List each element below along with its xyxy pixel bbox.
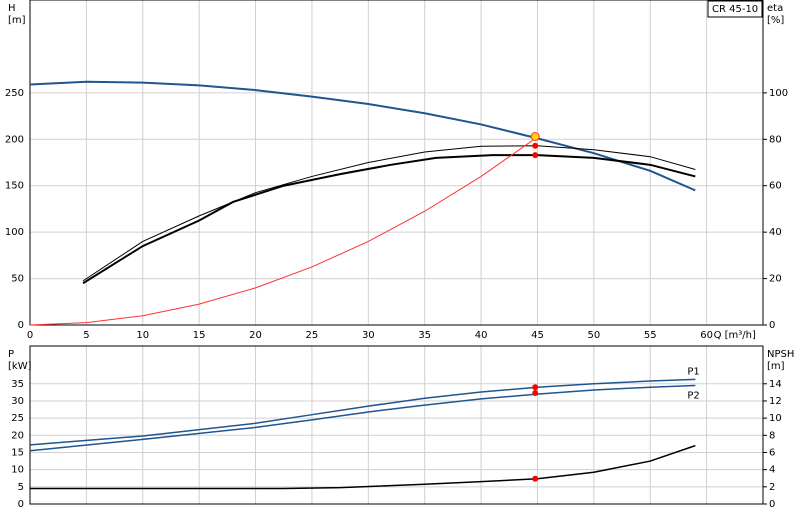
- x-tick-label: 55: [644, 330, 657, 341]
- curve: [82, 145, 696, 282]
- y2-tick-label: 2: [769, 482, 775, 493]
- x-tick-label: 35: [418, 330, 431, 341]
- series-label: P2: [687, 391, 699, 402]
- model-label: CR 45-10: [712, 4, 758, 15]
- y-tick-label: 35: [11, 379, 24, 390]
- model-box: [707, 0, 763, 18]
- operating-point: [532, 475, 539, 482]
- operating-point: [532, 152, 539, 159]
- curve: [29, 136, 538, 326]
- y2-tick-label: 8: [769, 430, 775, 441]
- x-tick-label: 25: [306, 330, 319, 341]
- curve: [82, 154, 696, 285]
- y2-tick-label: 100: [769, 88, 788, 99]
- y-tick-label: 150: [5, 181, 24, 192]
- y-tick-label: 50: [11, 274, 24, 285]
- operating-point: [532, 384, 539, 391]
- x-tick-label: 45: [531, 330, 544, 341]
- y-axis-unit: [m]: [8, 15, 26, 26]
- x-tick-label: 50: [587, 330, 600, 341]
- y-tick-label: 15: [11, 447, 24, 458]
- operating-point: [530, 132, 540, 141]
- y-axis-label: H: [8, 3, 16, 14]
- x-tick-label: 60: [700, 330, 713, 341]
- y-tick-label: 30: [11, 396, 24, 407]
- x-tick-label: 10: [136, 330, 149, 341]
- plot-frame: [29, 0, 764, 326]
- series-label: P1: [687, 366, 699, 377]
- x-tick-label: 5: [83, 330, 89, 341]
- y2-tick-label: 14: [769, 379, 782, 390]
- y-axis-label: P: [8, 349, 14, 360]
- y2-axis-label: eta: [767, 3, 783, 14]
- y-tick-label: 5: [18, 482, 24, 493]
- y-tick-label: 0: [18, 499, 24, 510]
- y2-tick-label: 12: [769, 396, 782, 407]
- y-axis-unit: [kW]: [8, 361, 32, 372]
- plot-frame: [29, 345, 764, 505]
- y2-tick-label: 10: [769, 413, 782, 424]
- x-tick-label: 15: [193, 330, 206, 341]
- curve: [29, 80, 696, 192]
- y2-axis-unit: [m]: [767, 361, 785, 372]
- y2-axis-unit: [%]: [767, 15, 784, 26]
- x-tick-label: 40: [475, 330, 488, 341]
- x-axis-label: Q [m³/h]: [714, 330, 756, 341]
- x-tick-label: 30: [362, 330, 375, 341]
- y2-tick-label: 20: [769, 274, 782, 285]
- y2-tick-label: 40: [769, 227, 782, 238]
- y2-tick-label: 0: [769, 320, 775, 331]
- y2-axis-label: NPSH: [767, 349, 794, 360]
- y2-tick-label: 0: [769, 499, 775, 510]
- y-tick-label: 10: [11, 465, 24, 476]
- x-tick-label: 0: [27, 330, 33, 341]
- operating-point: [532, 142, 539, 149]
- y-tick-label: 25: [11, 413, 24, 424]
- y-tick-label: 200: [5, 134, 24, 145]
- y-tick-label: 20: [11, 430, 24, 441]
- y-tick-label: 0: [18, 320, 24, 331]
- x-tick-label: 20: [249, 330, 262, 341]
- y-tick-label: 100: [5, 227, 24, 238]
- operating-point: [532, 390, 539, 397]
- curve: [29, 378, 696, 446]
- y2-tick-label: 60: [769, 181, 782, 192]
- y2-tick-label: 6: [769, 447, 775, 458]
- y2-tick-label: 4: [769, 465, 775, 476]
- curve: [30, 444, 696, 490]
- curve: [29, 384, 696, 452]
- y-tick-label: 250: [5, 88, 24, 99]
- y2-tick-label: 80: [769, 134, 782, 145]
